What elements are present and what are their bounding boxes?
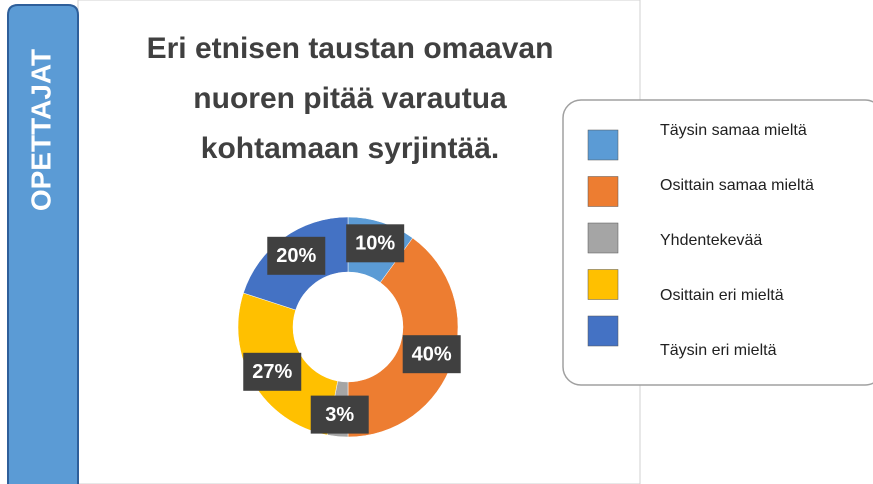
chart-title: kohtamaan syrjintää. [201,132,499,165]
data-label-box [346,224,405,263]
legend-label: Osittain samaa mieltä [660,177,814,194]
legend-label: Täysin samaa mieltä [660,122,807,139]
legend-swatch [587,315,619,347]
data-label: 3% [325,404,354,426]
legend-swatch [587,222,619,254]
data-label: 40% [412,343,452,365]
section-label: OPETTAJAT [25,49,56,211]
legend-label: Yhdentekevää [660,232,762,249]
legend-label: Osittain eri mieltä [660,287,784,304]
chart-title: Eri etnisen taustan omaavan [147,32,554,65]
side-banner [7,4,79,484]
data-label-box [402,335,461,374]
legend-box [562,99,873,386]
data-label-box [267,236,326,275]
data-label-box [243,352,302,391]
data-label-box [310,395,369,434]
chart-title: nuoren pitää varautua [193,82,507,115]
data-label: 27% [252,361,292,383]
legend-swatch [587,129,619,161]
legend-label: Täysin eri mieltä [660,342,777,359]
legend-swatch [587,176,619,207]
legend-swatch [587,269,619,300]
data-label: 10% [355,233,395,255]
data-label: 20% [276,245,316,267]
